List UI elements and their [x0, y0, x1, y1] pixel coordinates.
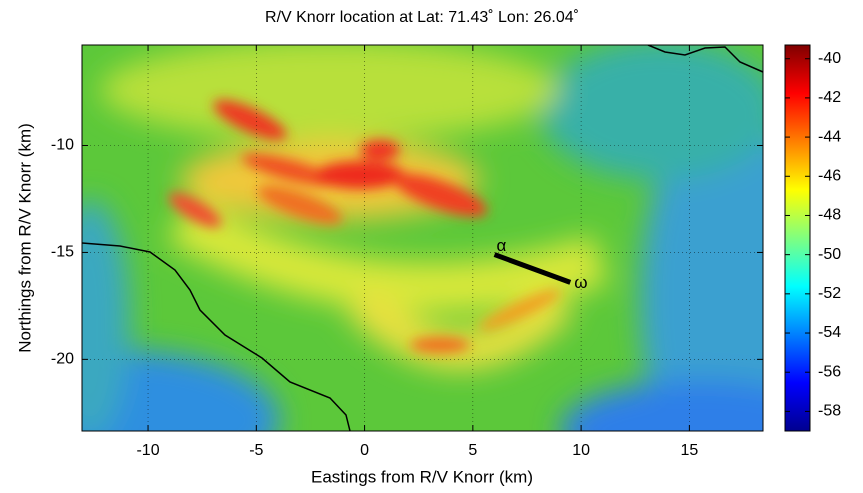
- x-tick-label: 15: [680, 442, 698, 459]
- colorbar-tick-label: -54: [818, 324, 841, 341]
- x-tick-label: -5: [249, 442, 263, 459]
- heatmap-image: [0, 40, 840, 493]
- x-tick-label: 5: [468, 442, 477, 459]
- colorbar-tick-label: -58: [818, 403, 841, 420]
- x-axis-label: Eastings from R/V Knorr (km): [311, 467, 533, 486]
- x-tick-label: 0: [360, 442, 369, 459]
- colorbar-tick-label: -56: [818, 363, 841, 380]
- colorbar-tick-label: -40: [818, 50, 841, 67]
- x-tick-label: -10: [136, 442, 159, 459]
- colorbar-tick-label: -50: [818, 246, 841, 263]
- track-label: α: [496, 236, 506, 255]
- colorbar-tick-label: -52: [818, 285, 841, 302]
- colorbar-tick-label: -48: [818, 207, 841, 224]
- y-tick-label: -20: [51, 351, 74, 368]
- y-tick-label: -10: [51, 137, 74, 154]
- colorbar-tick-label: -46: [818, 167, 841, 184]
- colorbar-tick-label: -42: [818, 89, 841, 106]
- chart-title: R/V Knorr location at Lat: 71.43˚ Lon: 2…: [265, 9, 579, 26]
- track-label: ω: [574, 273, 587, 292]
- x-tick-label: 10: [572, 442, 590, 459]
- colorbar-tick-label: -44: [818, 128, 841, 145]
- y-tick-label: -15: [51, 244, 74, 261]
- y-axis-label: Northings from R/V Knorr (km): [15, 123, 34, 353]
- chart: R/V Knorr location at Lat: 71.43˚ Lon: 2…: [0, 0, 863, 493]
- colorbar: [785, 45, 810, 431]
